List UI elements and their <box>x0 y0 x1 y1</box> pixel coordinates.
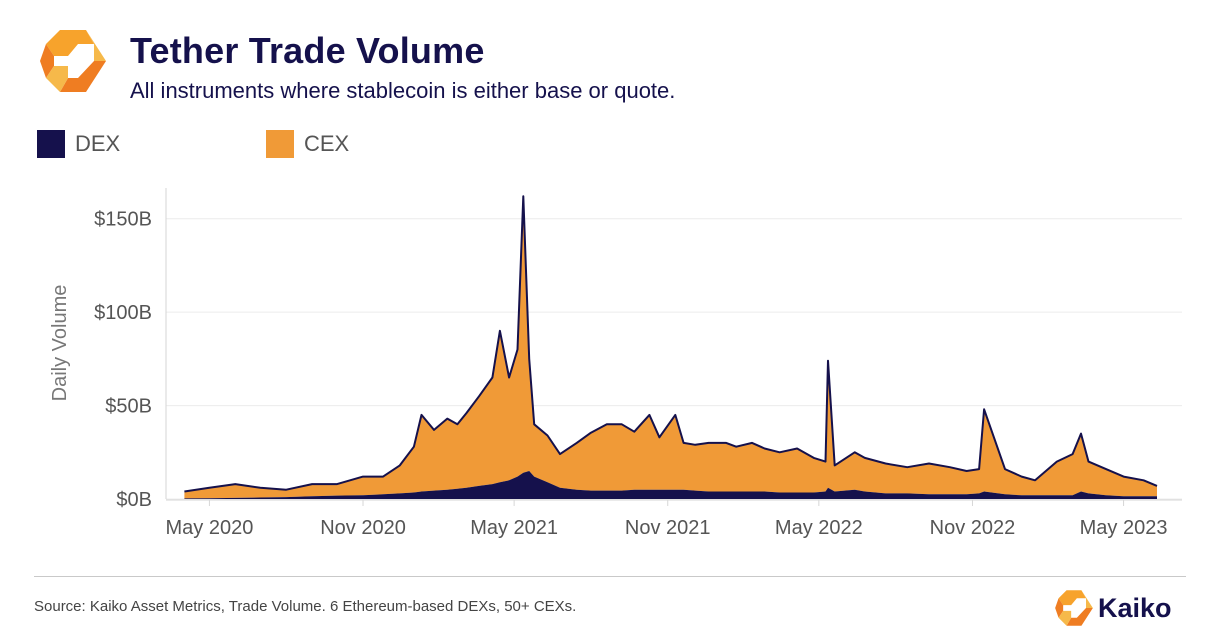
legend-swatch-cex <box>266 130 294 158</box>
x-tick-label: Nov 2020 <box>320 517 406 539</box>
x-tick-label: May 2023 <box>1080 517 1168 539</box>
chart-title: Tether Trade Volume <box>130 30 485 71</box>
x-tick-labels: May 2020 Nov 2020 May 2021 Nov 2021 May 2022… <box>165 517 1167 539</box>
y-tick-labels: $0B $50B $100B $150B <box>94 209 152 511</box>
legend-swatch-dex <box>37 130 65 158</box>
y-tick-label: $0B <box>116 489 152 511</box>
y-tick-label: $50B <box>105 396 152 418</box>
x-tick-label: Nov 2022 <box>930 517 1016 539</box>
total-volume-line <box>184 195 1158 493</box>
kaiko-logo <box>40 30 106 92</box>
footer-divider <box>34 576 1186 577</box>
y-axis-label: Daily Volume <box>49 285 71 402</box>
area-cex <box>184 196 1157 499</box>
area-dex <box>184 471 1157 499</box>
y-tick-label: $100B <box>94 302 152 324</box>
legend-label-cex: CEX <box>304 131 350 156</box>
x-tick-label: May 2022 <box>775 517 863 539</box>
chart-subtitle: All instruments where stablecoin is eith… <box>130 78 676 103</box>
y-tick-label: $150B <box>94 209 152 231</box>
series-areas <box>184 195 1158 499</box>
x-tick-label: May 2020 <box>165 517 253 539</box>
legend-item-cex: CEX <box>266 130 349 158</box>
x-tick-label: Nov 2021 <box>625 517 711 539</box>
x-tick-label: May 2021 <box>470 517 558 539</box>
legend-label-dex: DEX <box>75 131 121 156</box>
kaiko-mark-icon <box>1055 590 1093 626</box>
legend-item-dex: DEX <box>37 130 120 158</box>
brand-name: Kaiko <box>1098 592 1172 623</box>
footer-brand: Kaiko <box>1054 588 1172 628</box>
source-note: Source: Kaiko Asset Metrics, Trade Volum… <box>34 598 577 615</box>
